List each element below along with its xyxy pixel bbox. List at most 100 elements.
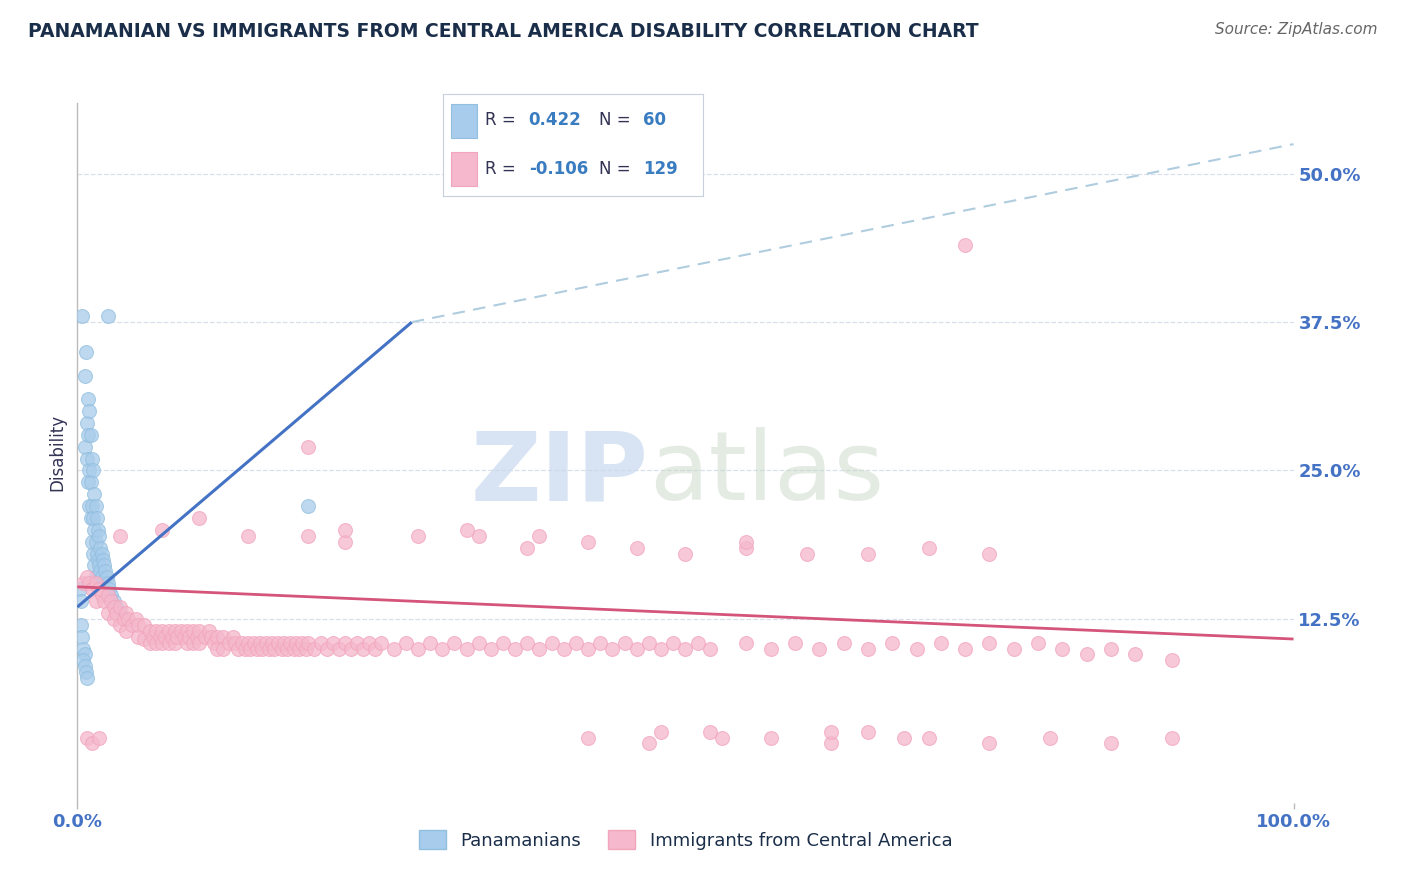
Point [89,731,111,745]
Text: PANAMANIAN VS IMMIGRANTS FROM CENTRAL AMERICA DISABILITY CORRELATION CHART: PANAMANIAN VS IMMIGRANTS FROM CENTRAL AM… [28,22,979,41]
Point [576,731,599,745]
Point [77,475,100,490]
Point [73,440,96,454]
Point [90,547,112,561]
Point [626,641,648,656]
Point [75,665,97,680]
Point [929,635,952,649]
Point [86,547,108,561]
Point [352,641,374,656]
Point [91,552,114,566]
Point [97,606,120,620]
Point [97,582,120,597]
Point [103,594,125,608]
Point [117,612,139,626]
Point [735,635,758,649]
Point [735,541,758,555]
Point [856,641,879,656]
Point [662,635,685,649]
Point [1161,653,1184,667]
Point [297,440,319,454]
Point [73,368,96,383]
Point [80,475,103,490]
Point [576,534,599,549]
Point [246,641,269,656]
Point [979,635,1001,649]
Point [529,529,551,543]
Point [233,641,256,656]
Point [108,529,131,543]
Point [270,641,292,656]
Point [589,635,612,649]
Point [72,653,94,667]
Point [76,671,98,685]
Point [79,463,101,477]
Point [188,635,211,649]
Point [149,630,172,644]
Point [84,499,107,513]
Point [675,641,697,656]
Point [84,534,107,549]
Point [516,541,538,555]
Point [103,599,125,614]
Point [80,511,103,525]
Point [176,624,198,638]
Point [188,511,211,525]
Point [152,624,174,638]
Point [638,635,661,649]
Point [953,641,976,656]
Point [73,648,96,662]
Point [565,635,588,649]
Point [979,547,1001,561]
Point [918,731,941,745]
Point [115,624,138,638]
Point [333,635,356,649]
Point [82,511,104,525]
Point [94,565,117,579]
Point [918,541,941,555]
Point [529,641,551,656]
Point [108,617,131,632]
Point [395,635,418,649]
Point [89,565,111,579]
Point [783,635,806,649]
Text: Source: ZipAtlas.com: Source: ZipAtlas.com [1215,22,1378,37]
Point [905,641,928,656]
Point [84,570,107,584]
Point [108,599,131,614]
Point [820,724,842,739]
Point [239,641,262,656]
Point [710,731,733,745]
Point [77,428,100,442]
Point [808,641,831,656]
Point [89,582,111,597]
Point [735,534,758,549]
Point [80,582,103,597]
Point [322,635,344,649]
Point [82,463,104,477]
Point [76,451,98,466]
Point [479,641,502,656]
Point [759,731,782,745]
Point [222,630,245,644]
Point [287,641,309,656]
Point [181,624,204,638]
Point [540,635,562,649]
Point [364,641,387,656]
Point [89,558,111,573]
Point [1099,641,1122,656]
Point [186,630,208,644]
Point [699,724,721,739]
Point [650,641,672,656]
Point [231,635,253,649]
Point [315,641,337,656]
Point [205,630,228,644]
Point [283,641,305,656]
Point [212,630,235,644]
Point [295,641,318,656]
Bar [451,104,477,137]
Point [456,523,478,537]
Text: 129: 129 [643,160,678,178]
Point [503,641,526,656]
Y-axis label: Disability: Disability [48,414,66,491]
